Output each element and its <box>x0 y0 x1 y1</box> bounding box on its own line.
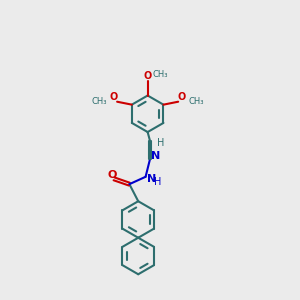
Text: H: H <box>154 177 161 187</box>
Text: O: O <box>107 170 117 180</box>
Text: N: N <box>151 151 160 161</box>
Text: N: N <box>147 174 157 184</box>
Text: O: O <box>143 71 152 81</box>
Text: O: O <box>178 92 186 102</box>
Text: CH₃: CH₃ <box>189 97 204 106</box>
Text: O: O <box>109 92 117 102</box>
Text: CH₃: CH₃ <box>152 70 168 79</box>
Text: CH₃: CH₃ <box>91 97 106 106</box>
Text: H: H <box>157 138 164 148</box>
